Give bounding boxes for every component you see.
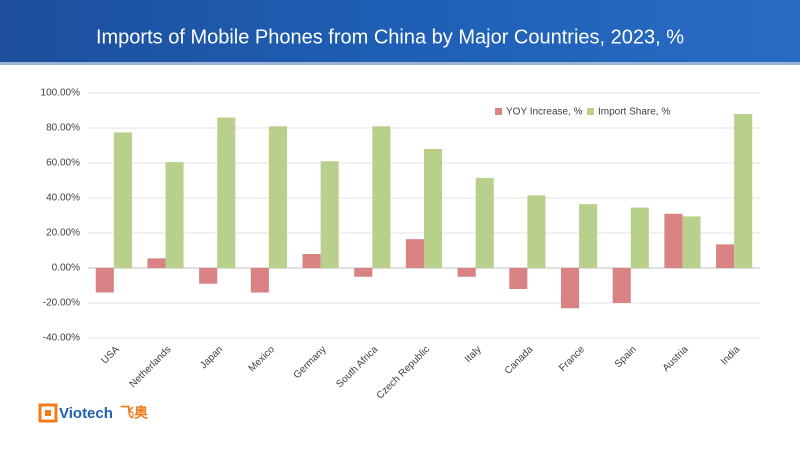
x-tick-label: Austria xyxy=(661,344,691,374)
bar xyxy=(217,117,236,268)
x-tick-label: Netherlands xyxy=(128,344,174,390)
bar xyxy=(527,195,546,268)
x-tick-label: South Africa xyxy=(334,344,380,390)
y-tick-label: 60.00% xyxy=(46,158,80,169)
logo: Viotech 飞奥 xyxy=(38,403,149,423)
y-tick-label: 80.00% xyxy=(46,123,80,134)
bar xyxy=(372,126,391,268)
bar xyxy=(560,268,580,309)
bar xyxy=(682,216,701,268)
x-tick-label: USA xyxy=(100,344,123,367)
bar xyxy=(612,268,631,303)
legend-swatch xyxy=(587,108,594,115)
x-tick-label: Spain xyxy=(613,344,639,370)
x-tick-label: Germany xyxy=(292,344,329,381)
logo-text-cn: 飞奥 xyxy=(120,405,149,421)
legend-swatch xyxy=(495,108,502,115)
bar xyxy=(457,268,476,277)
bar xyxy=(579,204,598,268)
bar xyxy=(475,177,494,268)
bar xyxy=(716,244,735,268)
bar xyxy=(424,149,443,268)
bar xyxy=(268,126,288,268)
bar xyxy=(302,254,321,268)
bar xyxy=(734,114,753,268)
y-tick-label: 40.00% xyxy=(46,193,80,204)
logo-text: Viotech xyxy=(59,405,113,422)
bar xyxy=(354,268,373,277)
bar xyxy=(664,213,683,268)
bar xyxy=(199,268,218,284)
x-tick-label: France xyxy=(557,344,587,374)
chart-title: Imports of Mobile Phones from China by M… xyxy=(96,26,684,48)
header-rule xyxy=(0,62,800,65)
bar xyxy=(630,207,649,268)
x-tick-label: Italy xyxy=(463,344,484,365)
bar xyxy=(320,161,339,268)
x-tick-label: Czech Republic xyxy=(375,344,432,401)
bar xyxy=(509,268,528,289)
header-banner xyxy=(0,0,800,62)
x-tick-label: Japan xyxy=(198,344,225,371)
legend-label: Import Share, % xyxy=(598,107,670,118)
bar xyxy=(147,258,166,268)
bar xyxy=(113,132,132,268)
bar xyxy=(250,268,269,293)
legend-label: YOY Increase, % xyxy=(506,107,583,118)
x-tick-label: Mexico xyxy=(247,344,277,374)
bar xyxy=(95,268,114,293)
y-tick-label: 100.00% xyxy=(41,88,81,99)
y-tick-label: 20.00% xyxy=(46,228,80,239)
y-tick-label: -40.00% xyxy=(43,333,80,344)
logo-icon-core xyxy=(45,410,51,416)
x-tick-label: Canada xyxy=(503,344,536,377)
logo-icon xyxy=(38,403,58,423)
y-tick-label: -20.00% xyxy=(43,298,80,309)
bar xyxy=(405,239,424,268)
y-tick-label: 0.00% xyxy=(52,263,80,274)
bar xyxy=(165,162,184,268)
x-tick-label: India xyxy=(719,344,742,367)
